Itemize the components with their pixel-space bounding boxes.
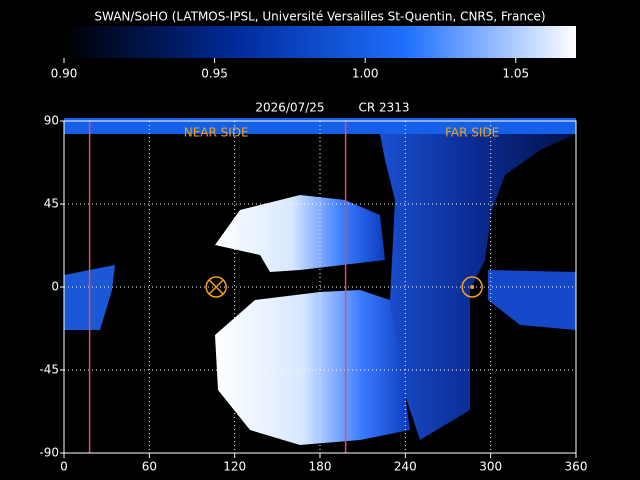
- marker-label: NEAR SIDE: [184, 126, 249, 140]
- colorbar-tick-label: 1.05: [502, 67, 529, 81]
- north-blob: [215, 195, 385, 272]
- title: SWAN/SoHO (LATMOS-IPSL, Université Versa…: [94, 10, 545, 24]
- marker-label: FAR SIDE: [445, 126, 499, 140]
- south-blob: [215, 290, 410, 445]
- marker-cross: [208, 279, 224, 295]
- x-tick-label: 120: [223, 460, 246, 474]
- colorbar-tick-label: 0.95: [201, 67, 228, 81]
- x-tick-label: 360: [565, 460, 588, 474]
- marker: [461, 276, 483, 298]
- date: 2026/07/25: [255, 101, 324, 115]
- far-region: [380, 134, 576, 440]
- y-tick-label: 90: [44, 114, 59, 128]
- frame: [63, 120, 577, 454]
- x-tick-label: 180: [309, 460, 332, 474]
- colorbar-tick-label: 0.90: [51, 67, 78, 81]
- rotation: CR 2313: [358, 101, 409, 115]
- y-tick-label: -45: [39, 363, 59, 377]
- colorbar: [64, 26, 576, 58]
- y-tick-label: 45: [44, 197, 59, 211]
- x-tick-label: 240: [394, 460, 417, 474]
- marker-dot: [470, 285, 475, 289]
- x-tick-label: 0: [60, 460, 68, 474]
- y-tick-label: 0: [51, 280, 59, 294]
- x-tick-label: 300: [479, 460, 502, 474]
- colorbar-tick-label: 1.00: [352, 67, 379, 81]
- far-patch: [488, 270, 576, 330]
- x-tick-label: 60: [142, 460, 157, 474]
- y-tick-label: -90: [39, 446, 59, 460]
- map-image: [64, 118, 576, 445]
- marker: [205, 276, 227, 298]
